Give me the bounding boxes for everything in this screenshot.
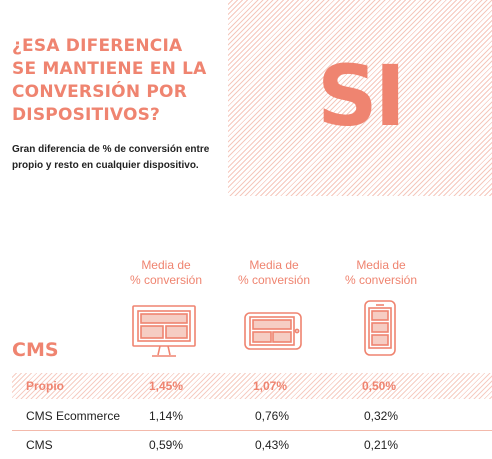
page-title: ¿ESA DIFERENCIA SE MANTIENE EN LA CONVER… (12, 35, 212, 127)
table-row: Propio 1,45% 1,07% 0,50% (12, 373, 492, 399)
answer-panel: SI (228, 0, 492, 196)
value-tablet: 0,76% (255, 409, 290, 423)
subtitle-line: propio y resto en cualquier dispositivo. (12, 160, 199, 171)
column-header-line2: % conversión (237, 273, 311, 287)
column-header-line1: Media de (249, 258, 299, 272)
value-tablet: 0,43% (255, 438, 290, 452)
tablet-icon (244, 312, 302, 350)
desktop-icon (132, 305, 196, 357)
value-mobile: 0,32% (364, 409, 399, 423)
row-label: CMS (26, 438, 53, 452)
title-line: CONVERSIÓN POR (12, 82, 187, 102)
value-mobile: 0,50% (362, 379, 397, 393)
section-title: CMS (12, 339, 59, 361)
title-line: DISPOSITIVOS? (12, 105, 161, 125)
subtitle-line: Gran diferencia de % de conversión entre (12, 144, 210, 155)
value-desktop: 1,45% (149, 379, 184, 393)
row-label: Propio (26, 379, 64, 393)
table-row: CMS Ecommerce 1,14% 0,76% 0,32% (14, 403, 484, 429)
value-mobile: 0,21% (364, 438, 399, 452)
column-header-line1: Media de (141, 258, 191, 272)
value-tablet: 1,07% (253, 379, 288, 393)
row-divider (12, 430, 492, 431)
column-header-mobile: Media de % conversión (326, 258, 436, 288)
title-line: SE MANTIENE EN LA (12, 59, 207, 79)
answer-text: SI (317, 47, 406, 145)
page-subtitle: Gran diferencia de % de conversión entre… (12, 142, 227, 174)
row-label: CMS Ecommerce (26, 409, 121, 423)
column-header-desktop: Media de % conversión (111, 258, 221, 288)
column-header-line1: Media de (356, 258, 406, 272)
value-desktop: 0,59% (149, 438, 184, 452)
value-desktop: 1,14% (149, 409, 184, 423)
column-header-tablet: Media de % conversión (219, 258, 329, 288)
column-header-line2: % conversión (344, 273, 418, 287)
table-row: CMS 0,59% 0,43% 0,21% (14, 432, 484, 458)
mobile-icon (364, 300, 396, 356)
title-line: ¿ESA DIFERENCIA (12, 36, 183, 56)
column-header-line2: % conversión (129, 273, 203, 287)
